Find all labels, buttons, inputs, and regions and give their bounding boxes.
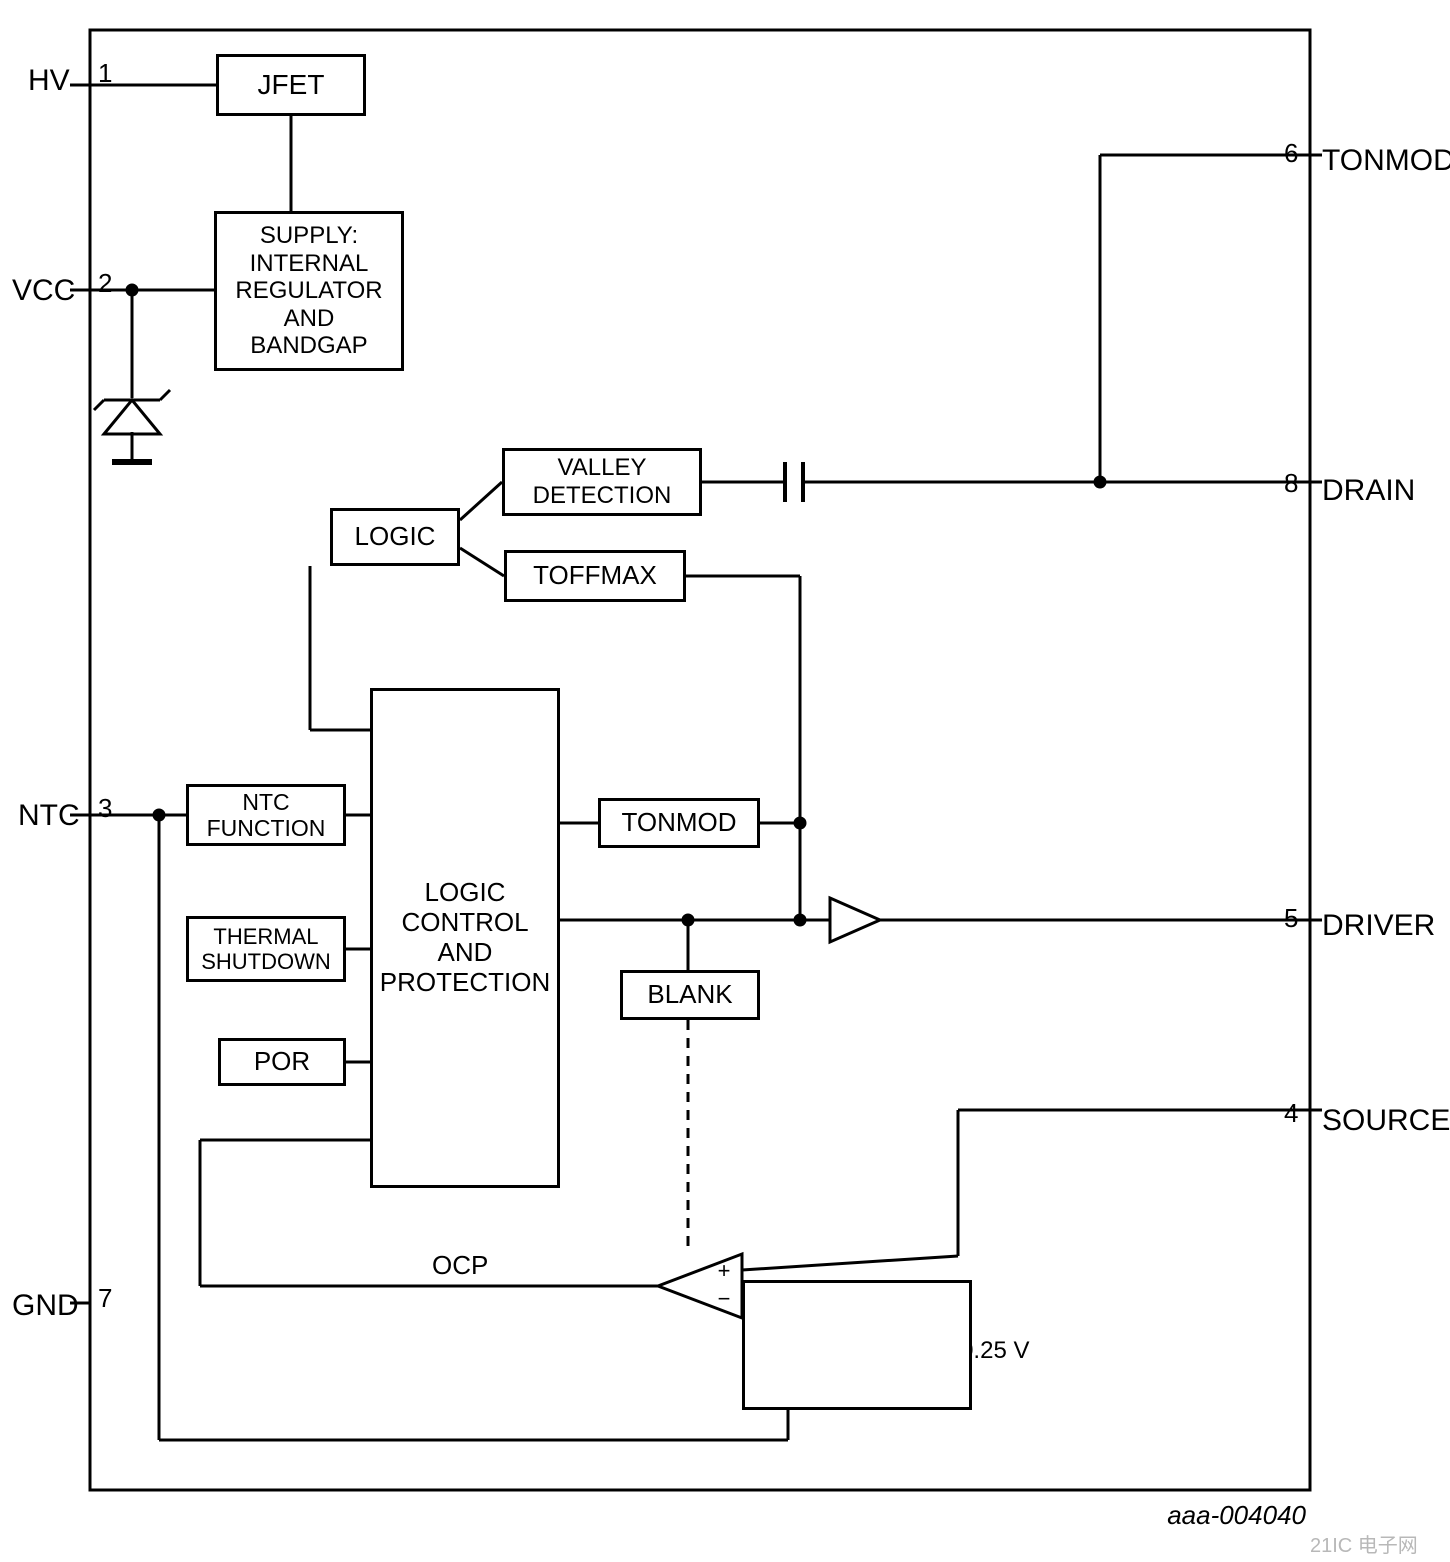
block-thermal: THERMALSHUTDOWN [186, 916, 346, 982]
pin-driver-name: DRIVER [1322, 909, 1435, 943]
pin-tonmod-name: TONMOD [1322, 144, 1450, 178]
block-supply: SUPPLY:INTERNALREGULATORANDBANDGAP [214, 211, 404, 371]
block-tonmod: TONMOD [598, 798, 760, 848]
block-toffmax: TOFFMAX [504, 550, 686, 602]
block-logic-label: LOGIC [347, 518, 444, 556]
svg-text:21IC 电子网: 21IC 电子网 [1310, 1534, 1418, 1557]
block-toffmax-label: TOFFMAX [525, 557, 665, 595]
block-jfet-label: JFET [250, 65, 333, 105]
block-ntcfn: NTCFUNCTION [186, 784, 346, 846]
block-blank: BLANK [620, 970, 760, 1020]
pin-gnd-name: GND [12, 1289, 79, 1323]
block-thermal-label: THERMALSHUTDOWN [193, 920, 339, 979]
pin-ntc-name: NTC [18, 799, 80, 833]
block-por: POR [218, 1038, 346, 1086]
svg-text:aaa-004040: aaa-004040 [1167, 1500, 1306, 1530]
pin-hv-name: HV [28, 64, 70, 98]
pin-tonmod-num: 6 [1284, 138, 1298, 169]
block-refbox-label [849, 1341, 865, 1349]
pin-drain-num: 8 [1284, 468, 1298, 499]
pin-gnd-num: 7 [98, 1283, 112, 1314]
block-valley-label: VALLEYDETECTION [525, 450, 680, 513]
block-blank-label: BLANK [639, 976, 740, 1014]
block-lcp: LOGICCONTROLANDPROTECTION [370, 688, 560, 1188]
block-valley: VALLEYDETECTION [502, 448, 702, 516]
pin-source-num: 4 [1284, 1098, 1298, 1129]
block-jfet: JFET [216, 54, 366, 116]
block-logic: LOGIC [330, 508, 460, 566]
svg-text:+: + [718, 1258, 731, 1283]
block-por-label: POR [246, 1043, 318, 1081]
block-refbox [742, 1280, 972, 1410]
block-supply-label: SUPPLY:INTERNALREGULATORANDBANDGAP [227, 218, 390, 364]
block-ntcfn-label: NTCFUNCTION [199, 785, 334, 846]
block-tonmod-label: TONMOD [613, 804, 744, 842]
block-lcp-label: LOGICCONTROLANDPROTECTION [372, 874, 558, 1002]
pin-drain-name: DRAIN [1322, 474, 1415, 508]
pin-vcc-num: 2 [98, 268, 112, 299]
svg-text:−: − [718, 1286, 731, 1311]
pin-hv-num: 1 [98, 58, 112, 89]
pin-driver-num: 5 [1284, 903, 1298, 934]
pin-vcc-name: VCC [12, 274, 75, 308]
pin-source-name: SOURCE [1322, 1104, 1450, 1138]
pin-ntc-num: 3 [98, 793, 112, 824]
svg-text:OCP: OCP [432, 1250, 488, 1280]
